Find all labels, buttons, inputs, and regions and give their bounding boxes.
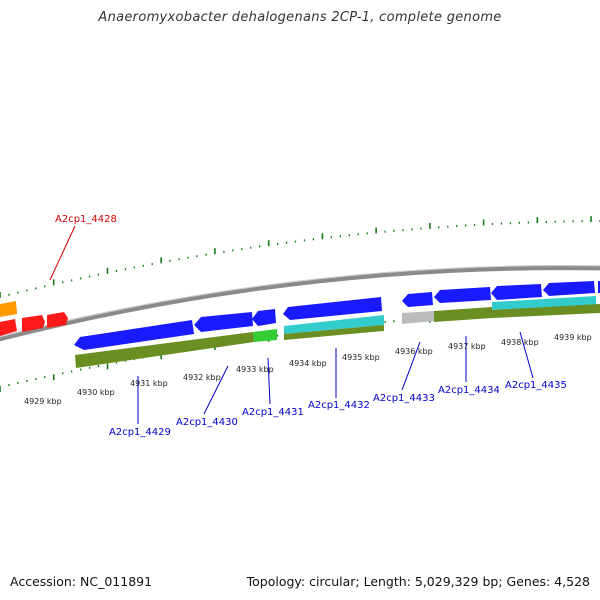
kbp-label: 4933 kbp — [236, 365, 274, 374]
forward-strand-track — [75, 296, 600, 368]
cds-band-olive-2[interactable] — [284, 325, 384, 340]
gene-arrow-red-1[interactable] — [0, 319, 17, 336]
gene-label-a2cp1-4430[interactable]: A2cp1_4430 — [176, 417, 238, 428]
kbp-label: 4931 kbp — [130, 379, 168, 388]
gene-arrow-orange[interactable] — [0, 301, 17, 317]
gene-label-leaders — [49, 225, 534, 424]
kbp-label: 4939 kbp — [554, 333, 592, 342]
gene-arrow-a2cp1-4430[interactable] — [194, 312, 253, 332]
accession-text: Accession: NC_011891 — [10, 574, 153, 589]
gene-label-a2cp1-4429[interactable]: A2cp1_4429 — [109, 427, 171, 438]
kbp-label: 4936 kbp — [395, 347, 433, 356]
gene-labels: A2cp1_4428 A2cp1_4429 A2cp1_4430 A2cp1_4… — [55, 214, 567, 438]
gene-arrow-red-2[interactable] — [22, 315, 45, 332]
gene-arrow-blue-8[interactable] — [543, 281, 595, 296]
page-title: Anaeromyxobacter dehalogenans 2CP-1, com… — [98, 10, 502, 25]
cds-band-cyan[interactable] — [284, 315, 384, 334]
outer-tick-track — [0, 216, 600, 298]
kbp-label: 4937 kbp — [448, 342, 486, 351]
cds-band-cyan-2[interactable] — [492, 296, 596, 310]
genome-info-text: Topology: circular; Length: 5,029,329 bp… — [246, 574, 590, 589]
reverse-strand-track — [0, 281, 600, 350]
kbp-label: 4930 kbp — [77, 388, 115, 397]
gene-label-a2cp1-4434[interactable]: A2cp1_4434 — [438, 385, 500, 396]
gene-arrow-a2cp1-4433[interactable] — [402, 292, 433, 307]
kbp-label: 4934 kbp — [289, 359, 327, 368]
leader-a2cp1-4430 — [203, 365, 229, 415]
gene-label-a2cp1-4433[interactable]: A2cp1_4433 — [373, 393, 435, 404]
gene-arrow-a2cp1-4432[interactable] — [283, 297, 382, 320]
genome-backbone-highlight — [0, 265, 600, 338]
genome-backbone — [0, 265, 600, 342]
gene-label-a2cp1-4428[interactable]: A2cp1_4428 — [55, 214, 117, 225]
gene-label-a2cp1-4435[interactable]: A2cp1_4435 — [505, 380, 567, 391]
leader-a2cp1-4435 — [519, 331, 534, 379]
gene-arrow-a2cp1-4429[interactable] — [74, 320, 194, 350]
cds-band-olive-3[interactable] — [434, 307, 492, 322]
gene-arrow-a2cp1-4431[interactable] — [252, 309, 276, 326]
gene-label-a2cp1-4432[interactable]: A2cp1_4432 — [308, 400, 370, 411]
gene-arrow-red-3[interactable] — [47, 312, 68, 328]
cds-band-olive[interactable] — [75, 332, 254, 368]
kbp-label: 4929 kbp — [24, 397, 62, 406]
cds-band-green[interactable] — [253, 329, 277, 342]
gene-label-a2cp1-4431[interactable]: A2cp1_4431 — [242, 407, 304, 418]
kbp-label: 4935 kbp — [342, 353, 380, 362]
kbp-labels: 4929 kbp 4930 kbp 4931 kbp 4932 kbp 4933… — [24, 333, 592, 406]
kbp-label: 4938 kbp — [501, 338, 539, 347]
gene-arrow-a2cp1-4434[interactable] — [434, 287, 491, 303]
cds-band-gray[interactable] — [402, 311, 434, 324]
leader-a2cp1-4428 — [49, 225, 76, 281]
cds-band-olive-4[interactable] — [492, 304, 600, 318]
leader-a2cp1-4433 — [401, 341, 421, 391]
kbp-label: 4932 kbp — [183, 373, 221, 382]
gene-arrow-a2cp1-4435[interactable] — [491, 284, 542, 300]
leader-a2cp1-4431 — [267, 357, 271, 405]
